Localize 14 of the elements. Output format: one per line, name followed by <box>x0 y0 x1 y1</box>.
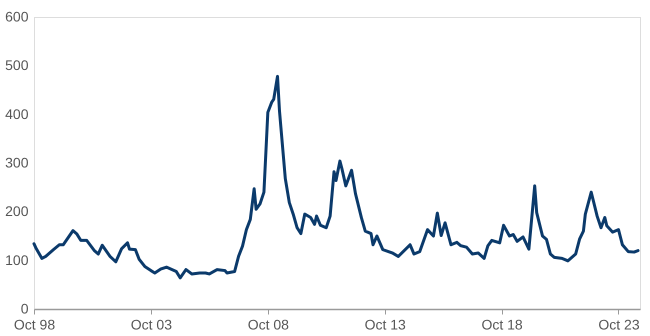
x-tick-label: Oct 08 <box>248 316 290 332</box>
y-tick-label: 200 <box>5 203 29 220</box>
y-tick-label: 600 <box>5 8 29 24</box>
x-tick-label: Oct 23 <box>598 316 640 332</box>
x-tick-label: Oct 18 <box>481 316 523 332</box>
y-tick-label: 400 <box>5 106 29 122</box>
x-tick-label: Oct 13 <box>364 316 406 332</box>
y-tick-label: 300 <box>5 154 29 170</box>
x-tick-label: Oct 98 <box>14 316 56 332</box>
y-tick-label: 100 <box>5 252 29 268</box>
y-tick-label: 0 <box>20 300 29 316</box>
x-tick-label: Oct 03 <box>130 316 172 332</box>
line-series <box>32 74 640 280</box>
y-tick-label: 500 <box>5 57 29 74</box>
